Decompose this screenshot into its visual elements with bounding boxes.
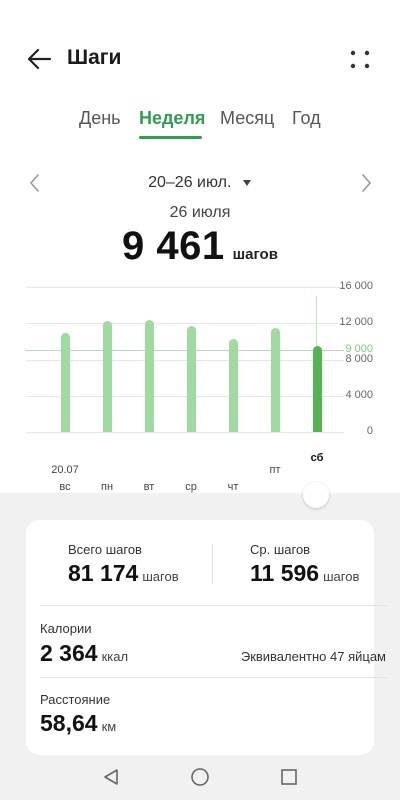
bar-вс[interactable]	[60, 333, 70, 432]
date-range-label: 20–26 июл.	[148, 174, 232, 192]
more-dots-icon[interactable]	[345, 45, 375, 75]
distance-value: 58,64 км	[40, 710, 117, 736]
total-steps-value: 81 174 шагов	[68, 560, 179, 586]
steps-unit: шагов	[232, 246, 278, 263]
bar-ср[interactable]	[186, 325, 196, 432]
arrow-left-icon[interactable]	[24, 44, 54, 74]
gridline	[26, 432, 344, 433]
calories-label: Калории	[40, 621, 92, 636]
summary-card	[26, 520, 374, 755]
y-tick-label: 8 000	[345, 352, 373, 365]
gridline	[26, 395, 344, 397]
tab-year[interactable]: Год	[292, 108, 321, 128]
selected-steps: 9 461 шагов	[0, 224, 400, 269]
date-range-selector[interactable]: 20–26 июл.	[0, 174, 400, 192]
x-tick-label: пт	[269, 464, 281, 476]
divider	[40, 677, 387, 678]
bar-пн[interactable]	[102, 320, 112, 432]
tab-week[interactable]: Неделя	[139, 108, 206, 128]
x-tick-label: пн	[100, 481, 114, 493]
x-tick-label: ср	[185, 481, 197, 493]
y-tick-label: 12 000	[339, 316, 373, 329]
y-tick-label: 16 000	[339, 280, 373, 292]
gridline	[26, 359, 344, 361]
x-tick-label: сб	[310, 452, 324, 464]
x-date-label: 20.07	[51, 464, 79, 476]
chevron-right-icon[interactable]	[356, 172, 376, 194]
system-navbar	[0, 755, 400, 800]
bar-вт[interactable]	[144, 319, 154, 432]
selected-date: 26 июля	[169, 204, 231, 221]
bar-чт[interactable]	[228, 338, 238, 432]
divider	[40, 605, 387, 606]
period-tabs: День Неделя Месяц Год	[0, 108, 400, 142]
page-title: Шаги	[67, 46, 122, 69]
y-tick-label: 4 000	[345, 388, 373, 401]
bar-сб[interactable]	[312, 346, 322, 432]
steps-value: 9 461	[122, 224, 225, 268]
x-tick-label: вс	[59, 481, 71, 493]
chart-slider-handle[interactable]	[303, 482, 329, 508]
calories-value: 2 364 ккал	[40, 640, 129, 666]
calories-equivalent: Эквивалентно 47 яйцам	[240, 649, 386, 664]
x-tick-label: чт	[227, 481, 239, 493]
goal-line	[26, 350, 344, 352]
goal-label: 9 000	[345, 343, 373, 356]
stats-divider	[212, 544, 213, 584]
bar-пт[interactable]	[270, 327, 280, 432]
total-steps-label: Всего шагов	[68, 542, 142, 557]
x-tick-label: вт	[143, 481, 155, 493]
gridline	[26, 323, 344, 325]
y-tick-label: 0	[366, 425, 373, 437]
app-header: Шаги	[0, 0, 400, 100]
square-recent-icon[interactable]	[279, 767, 299, 792]
chevron-left-icon[interactable]	[25, 172, 45, 194]
gridline	[26, 287, 344, 288]
triangle-down-icon	[242, 174, 252, 192]
active-tab-indicator	[139, 136, 202, 139]
tab-month[interactable]: Месяц	[220, 108, 275, 128]
tab-day[interactable]: День	[79, 108, 121, 128]
weekly-steps-chart: 0 4 000 8 000 12 000 16 000 9 000 20.07 вс пн вт с…	[26, 280, 373, 493]
avg-steps-value: 11 596 шагов	[250, 560, 360, 586]
distance-label: Расстояние	[40, 692, 111, 707]
avg-steps-label: Ср. шагов	[250, 542, 311, 557]
triangle-back-icon[interactable]	[101, 767, 121, 792]
circle-home-icon[interactable]	[190, 767, 210, 792]
